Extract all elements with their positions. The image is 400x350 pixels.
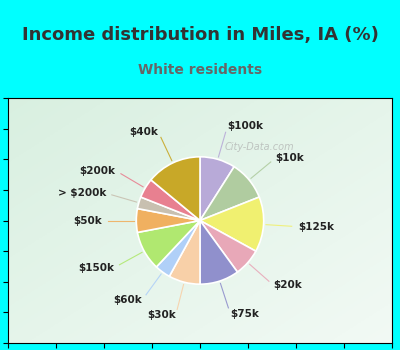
Text: $200k: $200k — [80, 166, 116, 176]
Text: > $200k: > $200k — [58, 188, 106, 198]
Text: $40k: $40k — [129, 127, 158, 137]
Wedge shape — [200, 220, 256, 272]
Text: $20k: $20k — [274, 280, 302, 290]
Text: $10k: $10k — [276, 153, 304, 163]
Text: White residents: White residents — [138, 63, 262, 77]
Text: City-Data.com: City-Data.com — [224, 142, 294, 152]
Wedge shape — [138, 197, 200, 220]
Wedge shape — [200, 167, 259, 220]
Text: $30k: $30k — [147, 310, 176, 320]
Text: $50k: $50k — [73, 216, 102, 225]
Wedge shape — [200, 220, 238, 284]
Wedge shape — [136, 209, 200, 232]
Wedge shape — [169, 220, 200, 284]
Text: $125k: $125k — [298, 222, 334, 232]
Wedge shape — [151, 157, 200, 220]
Text: $60k: $60k — [114, 295, 142, 305]
Text: $75k: $75k — [230, 309, 259, 319]
Wedge shape — [141, 180, 200, 220]
Wedge shape — [200, 197, 264, 251]
Wedge shape — [156, 220, 200, 276]
Text: $150k: $150k — [78, 263, 114, 273]
Wedge shape — [138, 220, 200, 267]
Text: Income distribution in Miles, IA (%): Income distribution in Miles, IA (%) — [22, 26, 378, 44]
Wedge shape — [200, 157, 234, 220]
Text: $100k: $100k — [227, 121, 263, 131]
